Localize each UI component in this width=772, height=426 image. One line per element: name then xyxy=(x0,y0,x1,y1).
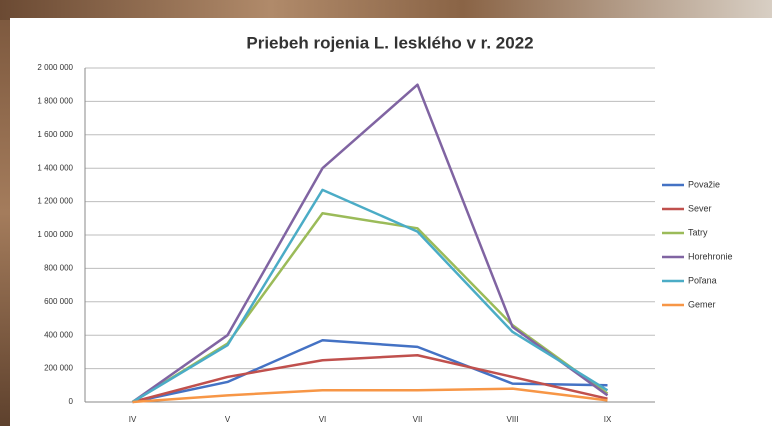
y-tick-label: 400 000 xyxy=(44,330,73,339)
y-tick-label: 0 xyxy=(69,397,74,406)
y-tick-label: 200 000 xyxy=(44,364,73,373)
x-tick-label: VII xyxy=(413,415,423,424)
legend-label: Považie xyxy=(688,179,720,189)
series-line xyxy=(132,338,608,404)
x-tick-label: IX xyxy=(604,415,612,424)
y-tick-label: 600 000 xyxy=(44,297,73,306)
x-tick-label: V xyxy=(225,415,231,424)
series-line xyxy=(132,353,608,404)
x-tick-label: IV xyxy=(129,415,137,424)
legend-label: Gemer xyxy=(688,299,716,309)
legend-label: Poľana xyxy=(688,275,717,285)
x-tick-label: VI xyxy=(319,415,327,424)
chart-area xyxy=(10,18,772,426)
series-line xyxy=(132,387,608,404)
x-tick-label: VIII xyxy=(506,415,518,424)
y-tick-label: 1 200 000 xyxy=(37,197,73,206)
y-tick-label: 1 400 000 xyxy=(37,163,73,172)
series-line xyxy=(131,83,609,404)
series-line xyxy=(131,188,609,404)
background-top xyxy=(0,0,772,20)
y-tick-label: 1 600 000 xyxy=(37,130,73,139)
y-tick-label: 1 000 000 xyxy=(37,230,73,239)
chart-title: Priebeh rojenia L. lesklého v r. 2022 xyxy=(246,33,533,52)
legend-label: Tatry xyxy=(688,227,708,237)
legend-label: Horehronie xyxy=(688,251,733,261)
y-tick-label: 800 000 xyxy=(44,264,73,273)
legend-label: Sever xyxy=(688,203,712,213)
y-tick-label: 1 800 000 xyxy=(37,97,73,106)
y-tick-label: 2 000 000 xyxy=(37,63,73,72)
